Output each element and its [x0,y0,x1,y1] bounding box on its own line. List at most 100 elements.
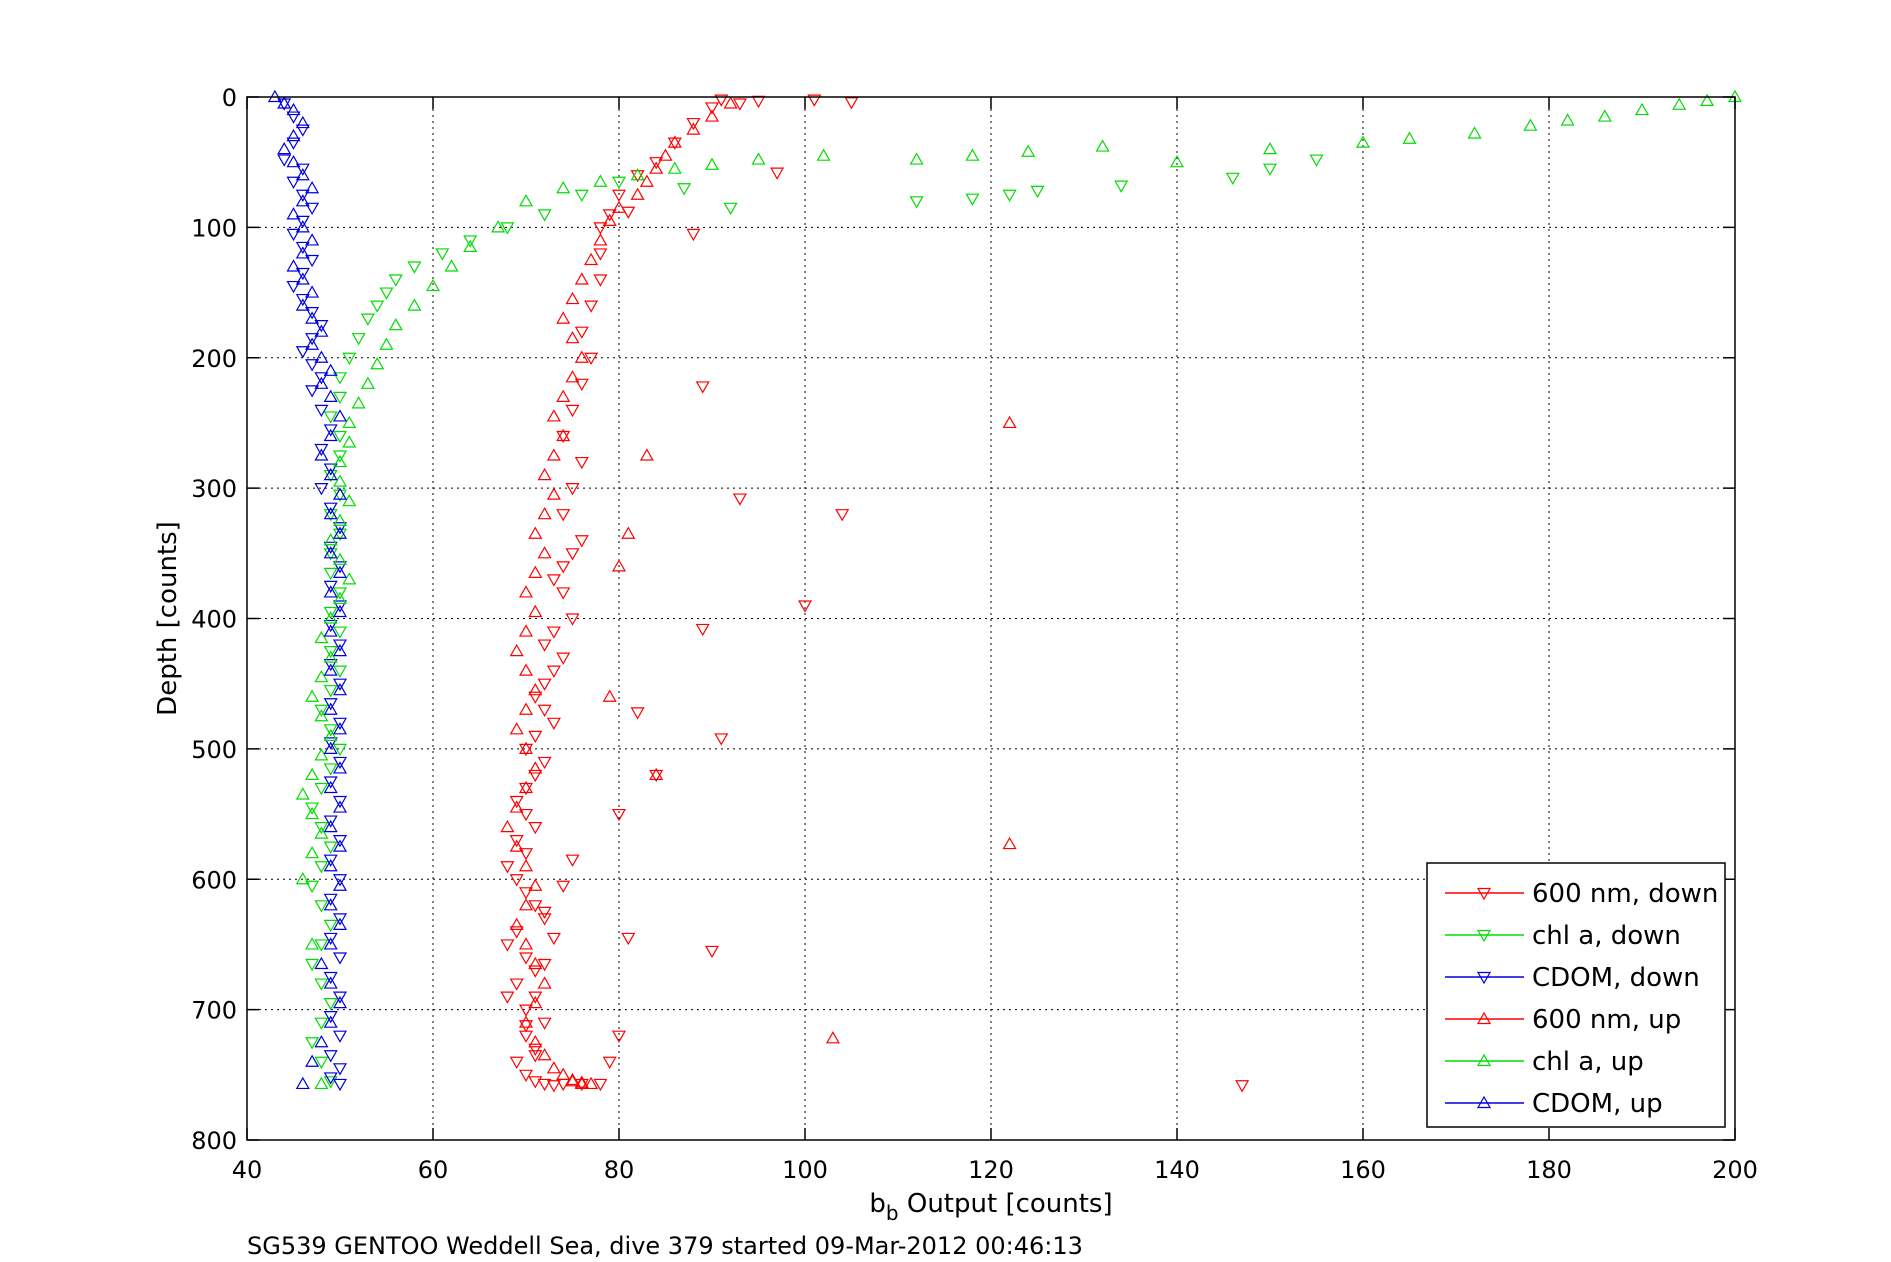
data-point [295,241,310,255]
data-point [546,626,561,639]
data-point [509,722,524,735]
data-point [537,1017,552,1030]
data-point [332,430,348,444]
data-point [314,404,329,418]
data-point [305,806,320,820]
data-point [509,643,524,657]
data-point [323,428,338,442]
y-tick-label: 400 [191,606,237,634]
data-point [546,487,561,500]
data-point [509,978,524,991]
x-tick-label: 120 [968,1156,1014,1184]
data-point [704,157,720,170]
data-point [295,168,310,181]
data-point [370,357,385,370]
data-point [528,769,543,783]
data-point [528,682,543,696]
data-point [286,228,301,242]
data-point [295,220,310,233]
data-point [332,565,348,578]
data-point [565,483,580,496]
data-point [323,698,338,711]
x-tick-label: 200 [1712,1156,1758,1184]
legend-marker [1476,887,1492,901]
data-point [518,663,534,676]
data-point [277,154,292,167]
data-point [314,709,329,722]
data-point [518,585,534,598]
data-point [565,1074,580,1087]
data-point [332,761,348,774]
data-point [518,741,534,754]
data-point [314,861,329,874]
data-point [314,956,329,970]
data-point [797,600,813,613]
data-point [286,128,301,142]
data-point [323,854,338,867]
data-point [1634,102,1650,116]
legend-label: CDOM, up [1532,1089,1663,1119]
data-point [305,307,320,320]
data-point [295,115,310,129]
data-point [295,272,310,285]
data-point [556,311,571,324]
legend-label: 600 nm, down [1532,879,1718,909]
data-point [509,835,524,848]
data-point [593,1078,608,1092]
data-point [323,815,338,828]
data-point [295,346,310,359]
data-point [323,1072,338,1085]
data-point [295,124,310,137]
data-point [305,880,320,893]
data-point [332,913,348,926]
data-point [658,148,673,161]
data-point [537,506,552,520]
data-point [825,1031,840,1044]
data-point [370,300,385,313]
data-point [286,137,301,150]
data-point [305,958,320,972]
data-point [546,1061,561,1074]
data-point [323,469,338,483]
data-point [518,1020,534,1033]
data-point [630,187,645,200]
data-point [509,800,524,813]
data-point [1262,163,1278,176]
data-point [323,424,338,437]
data-point [323,1015,338,1028]
data-point [388,317,403,331]
data-point [379,287,394,300]
data-point [323,819,338,833]
data-point [537,209,552,222]
data-point [528,956,543,970]
data-point [677,183,692,196]
data-point [630,170,645,183]
data-point [332,1063,348,1076]
data-point [295,298,310,311]
data-point [305,311,320,324]
data-point [518,1015,534,1028]
data-point [332,604,348,618]
legend-label: chl a, up [1532,1047,1644,1077]
data-point [314,669,329,683]
data-point [332,526,348,539]
data-point [295,215,310,229]
data-point [323,567,338,581]
data-point [518,194,534,207]
data-point [704,109,720,122]
data-point [546,717,561,731]
x-tick-label: 60 [418,1156,449,1184]
data-point [667,161,682,174]
data-point [323,932,338,946]
data-point [518,808,534,822]
data-point [1262,141,1278,155]
series-chl-a-down [305,154,1324,1089]
data-point [518,937,534,950]
data-point [695,623,710,637]
data-point [1030,185,1045,199]
data-point [835,509,850,522]
data-point [546,409,561,422]
data-point [323,728,338,741]
y-tick-label: 700 [191,997,237,1025]
